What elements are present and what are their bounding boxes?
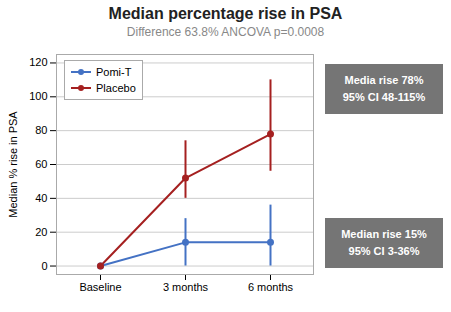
svg-text:0: 0 xyxy=(41,260,47,272)
html-text:Placebo: Placebo xyxy=(96,82,136,94)
svg-text:3 months: 3 months xyxy=(163,281,209,293)
html-text:Median percentage rise in PSA: Median percentage rise in PSA xyxy=(108,5,343,22)
html-text:Median rise 15% 95% CI 3-36%: Median rise 15% 95% CI 3-36% xyxy=(341,228,427,257)
svg-text:40: 40 xyxy=(35,192,47,204)
svg-text:120: 120 xyxy=(29,56,47,68)
svg-text:60: 60 xyxy=(35,158,47,170)
svg-text:Baseline: Baseline xyxy=(79,281,121,293)
svg-text:20: 20 xyxy=(35,226,47,238)
svg-text:Median % rise in PSA: Median % rise in PSA xyxy=(7,111,19,218)
html-text:Media rise 78% 95% CI 48-115%: Media rise 78% 95% CI 48-115% xyxy=(342,74,426,103)
html-text:Pomi-T: Pomi-T xyxy=(96,66,132,78)
html-text:Difference 63.8% ANCOVA p=0.00: Difference 63.8% ANCOVA p=0.0008 xyxy=(126,25,325,39)
svg-text:100: 100 xyxy=(29,90,47,102)
svg-text:6 months: 6 months xyxy=(248,281,294,293)
svg-text:80: 80 xyxy=(35,124,47,136)
